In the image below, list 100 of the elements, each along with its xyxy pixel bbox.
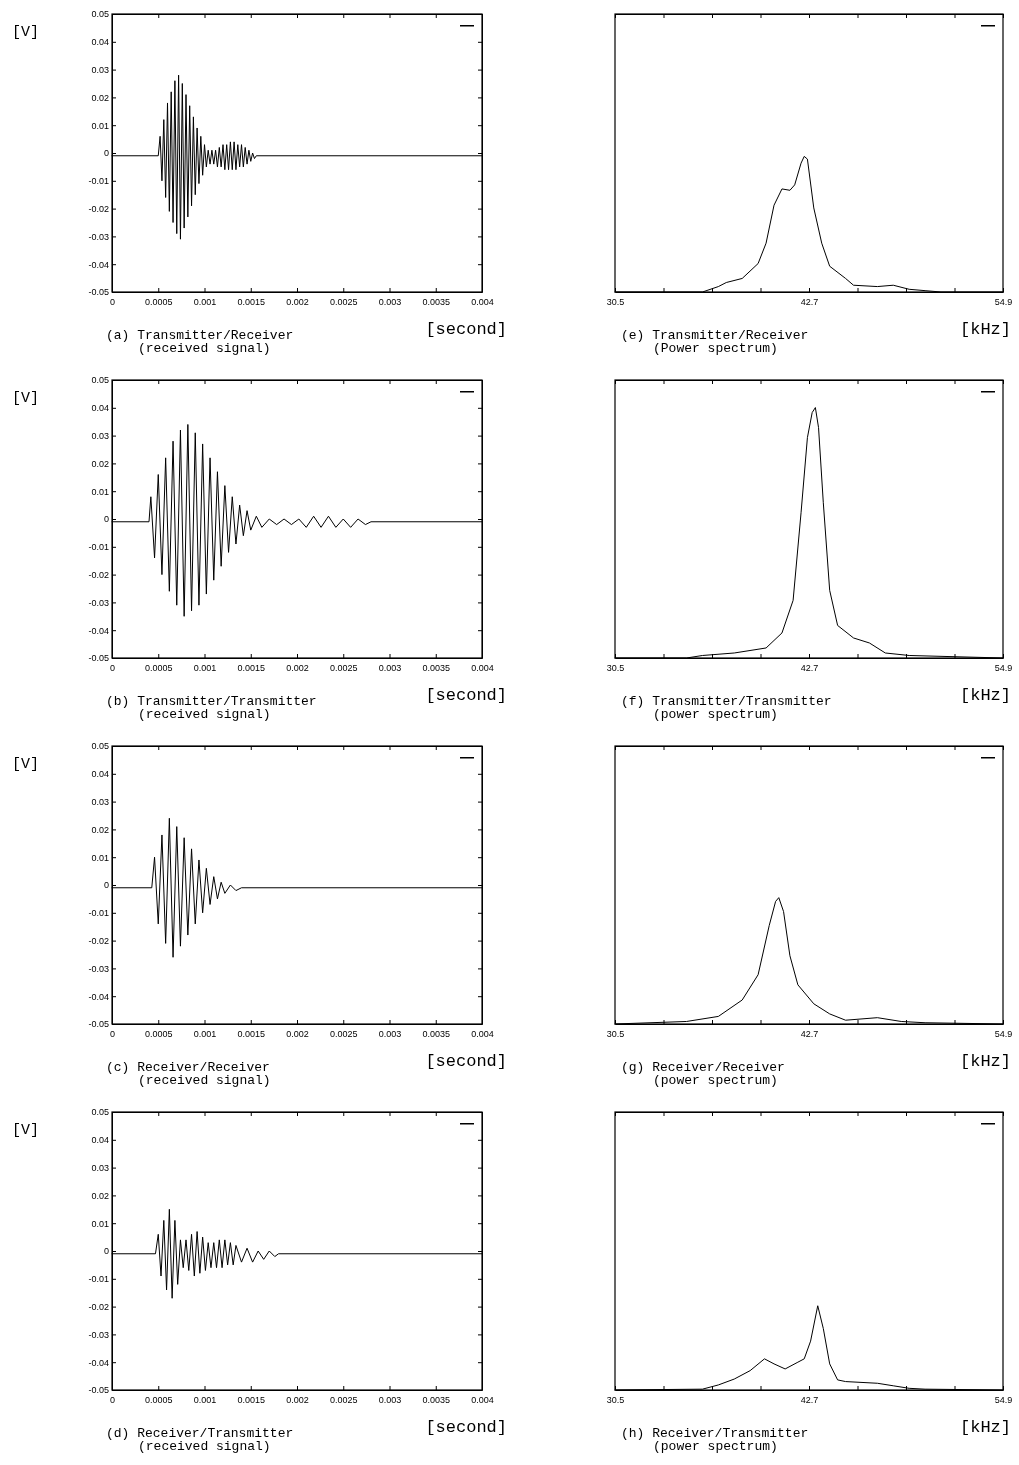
y-axis-title: [V]: [12, 390, 40, 407]
text: (g) Receiver/Receiver: [621, 1060, 785, 1075]
x-tick-label: 0.0025: [329, 663, 358, 673]
x-tick-label: 0.0025: [329, 297, 358, 307]
y-tick-label: -0.02: [88, 569, 109, 580]
x-tick-label: 0.0005: [144, 1395, 173, 1405]
x-tick-label: 0.002: [286, 663, 309, 673]
x-axis-title: [second]: [425, 686, 507, 705]
y-tick-label: 0.02: [91, 1190, 109, 1201]
y-tick-label: -0.03: [88, 597, 109, 608]
y-tick-label: -0.04: [88, 991, 109, 1002]
x-tick-label: 0.0035: [422, 1029, 451, 1039]
x-tick-label: 0.001: [193, 1029, 217, 1039]
y-tick-label: 0.02: [91, 824, 109, 835]
y-axis-title: [V]: [12, 24, 40, 41]
x-tick-label: 0.001: [193, 297, 217, 307]
x-tick-label: 54.9: [994, 1395, 1013, 1405]
y-tick-label: -0.05: [88, 287, 109, 298]
x-tick-label: 0.004: [471, 297, 494, 307]
y-tick-label: 0.02: [91, 458, 109, 469]
x-tick-label: 0.001: [193, 663, 217, 673]
y-tick-label: -0.01: [88, 542, 109, 553]
y-axis-title: [V]: [12, 756, 40, 773]
y-tick-label: 0.01: [91, 120, 109, 131]
y-tick-label: 0.05: [91, 375, 109, 386]
y-tick-label: 0.04: [91, 769, 109, 780]
y-tick-label: 0: [103, 514, 109, 525]
x-tick-label: 30.5: [606, 663, 625, 673]
x-tick-label: 0.004: [471, 1395, 494, 1405]
x-tick-label: 0.003: [378, 663, 402, 673]
y-tick-label: -0.01: [88, 1274, 109, 1285]
text: (received signal): [138, 1439, 271, 1454]
y-tick-label: 0: [103, 880, 109, 891]
y-tick-label: 0.02: [91, 92, 109, 103]
y-tick-label: 0.03: [91, 1162, 109, 1173]
y-tick-label: 0.01: [91, 1218, 109, 1229]
x-axis-title: [kHz]: [959, 320, 1011, 339]
x-tick-label: 0.0025: [329, 1395, 358, 1405]
y-tick-label: -0.01: [88, 908, 109, 919]
x-tick-label: 0.003: [378, 1029, 402, 1039]
x-tick-label: 0.0015: [237, 1029, 266, 1039]
x-tick-label: 0.004: [471, 1029, 494, 1039]
text: (received signal): [138, 707, 271, 722]
text: (d) Receiver/Transmitter: [106, 1426, 294, 1441]
x-tick-label: 54.9: [994, 297, 1013, 307]
x-tick-label: 0.0035: [422, 663, 451, 673]
y-tick-label: -0.03: [88, 963, 109, 974]
text: (Power spectrum): [653, 341, 778, 356]
y-axis-title: [V]: [12, 1122, 40, 1139]
y-tick-label: 0.03: [91, 64, 109, 75]
y-tick-label: -0.05: [88, 1019, 109, 1030]
text: (received signal): [138, 341, 271, 356]
y-tick-label: -0.03: [88, 231, 109, 242]
y-tick-label: -0.04: [88, 625, 109, 636]
x-tick-label: 0.002: [286, 297, 309, 307]
x-tick-label: 30.5: [606, 1029, 625, 1039]
y-tick-label: 0.05: [91, 1107, 109, 1118]
x-axis-title: [second]: [425, 1052, 507, 1071]
x-tick-label: 0.0025: [329, 1029, 358, 1039]
x-tick-label: 0.0035: [422, 1395, 451, 1405]
y-tick-label: -0.02: [88, 935, 109, 946]
y-tick-label: 0.05: [91, 741, 109, 752]
x-tick-label: 0.0015: [237, 297, 266, 307]
y-tick-label: 0.01: [91, 486, 109, 497]
y-tick-label: -0.04: [88, 259, 109, 270]
y-tick-label: 0.01: [91, 852, 109, 863]
text: (power spectrum): [653, 707, 778, 722]
text: (power spectrum): [653, 1073, 778, 1088]
x-tick-label: 0.0035: [422, 297, 451, 307]
y-tick-label: 0.04: [91, 403, 109, 414]
y-tick-label: -0.01: [88, 176, 109, 187]
x-tick-label: 30.5: [606, 1395, 625, 1405]
x-tick-label: 0.002: [286, 1029, 309, 1039]
x-axis-title: [second]: [425, 1418, 507, 1437]
y-tick-label: -0.05: [88, 653, 109, 664]
y-tick-label: -0.03: [88, 1329, 109, 1340]
x-tick-label: 42.7: [800, 1029, 819, 1039]
y-tick-label: 0.04: [91, 37, 109, 48]
y-tick-label: -0.04: [88, 1357, 109, 1368]
x-tick-label: 0.0015: [237, 1395, 266, 1405]
x-axis-title: [second]: [425, 320, 507, 339]
y-tick-label: 0.03: [91, 430, 109, 441]
x-axis-title: [kHz]: [959, 1052, 1011, 1071]
text: (b) Transmitter/Transmitter: [106, 694, 317, 709]
text: (f) Transmitter/Transmitter: [621, 694, 832, 709]
x-tick-label: 0.003: [378, 1395, 402, 1405]
text: (power spectrum): [653, 1439, 778, 1454]
text: (e) Transmitter/Receiver: [621, 328, 809, 343]
text: (received signal): [138, 1073, 271, 1088]
y-tick-label: 0.03: [91, 796, 109, 807]
text: (a) Transmitter/Receiver: [106, 328, 294, 343]
x-tick-label: 54.9: [994, 1029, 1013, 1039]
text: (h) Receiver/Transmitter: [621, 1426, 809, 1441]
x-tick-label: 0.0005: [144, 1029, 173, 1039]
y-tick-label: 0.04: [91, 1135, 109, 1146]
x-tick-label: 0.003: [378, 297, 402, 307]
x-axis-title: [kHz]: [959, 686, 1011, 705]
x-tick-label: 0.001: [193, 1395, 217, 1405]
x-tick-label: 30.5: [606, 297, 625, 307]
x-tick-label: 54.9: [994, 663, 1013, 673]
